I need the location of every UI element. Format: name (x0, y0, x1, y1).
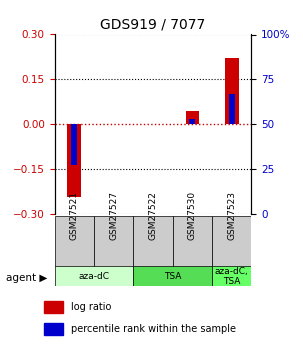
Text: aza-dC,
TSA: aza-dC, TSA (215, 267, 249, 286)
Bar (173, 216, 212, 267)
Text: GSM27521: GSM27521 (70, 191, 79, 240)
Text: GSM27523: GSM27523 (227, 191, 236, 240)
Text: GSM27522: GSM27522 (148, 191, 158, 240)
Bar (225, 58, 239, 124)
Bar (55, 216, 94, 267)
Bar (189, 119, 195, 124)
Bar (71, 124, 77, 166)
Bar (229, 94, 235, 124)
Text: log ratio: log ratio (71, 302, 112, 312)
Title: GDS919 / 7077: GDS919 / 7077 (100, 18, 206, 32)
Bar (133, 216, 173, 267)
Text: GSM27527: GSM27527 (109, 191, 118, 240)
Bar (67, 124, 81, 197)
Bar (212, 216, 251, 267)
Text: agent ▶: agent ▶ (6, 273, 48, 283)
Text: aza-dC: aza-dC (78, 272, 109, 281)
Bar (55, 266, 133, 286)
Bar (44, 323, 63, 335)
Bar (185, 111, 199, 124)
Bar (44, 301, 63, 313)
Text: percentile rank within the sample: percentile rank within the sample (71, 324, 236, 334)
Text: GSM27530: GSM27530 (188, 191, 197, 240)
Text: TSA: TSA (164, 272, 181, 281)
Bar (212, 266, 251, 286)
Bar (94, 216, 133, 267)
Bar (133, 266, 212, 286)
